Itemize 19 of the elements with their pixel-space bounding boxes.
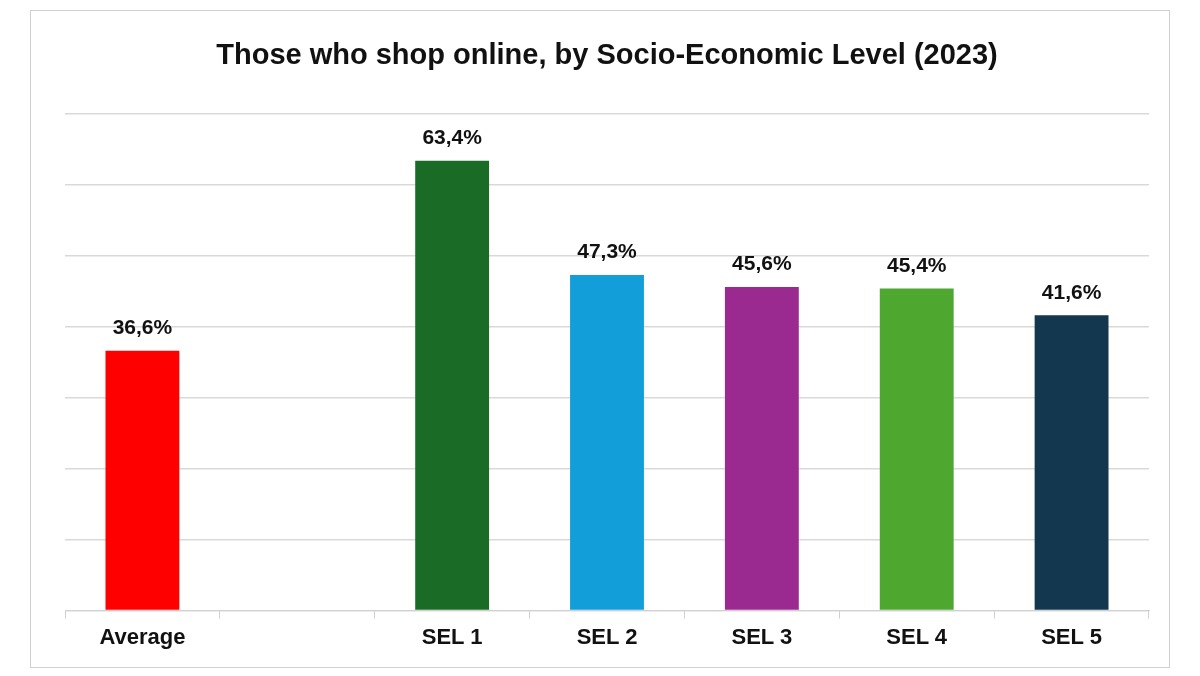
data-label: 45,4%: [886, 252, 947, 276]
chart-title: Those who shop online, by Socio-Economic Level (2023): [216, 38, 998, 71]
bar: [724, 286, 799, 610]
data-label: 41,6%: [1041, 279, 1102, 303]
data-label: 45,6%: [732, 251, 792, 275]
bar: [1034, 315, 1109, 610]
bar: [105, 350, 180, 610]
x-tick-label: Average: [99, 623, 186, 649]
data-label: 36,6%: [112, 315, 173, 339]
x-tick-label: SEL 2: [576, 623, 638, 649]
x-tick-label: SEL 1: [421, 623, 483, 649]
data-label: 47,3%: [577, 239, 638, 263]
x-tick-label: SEL 3: [731, 623, 793, 649]
x-tick-label: SEL 4: [886, 623, 948, 649]
bar: [570, 274, 644, 610]
bar: [415, 160, 490, 610]
data-label: 63,4%: [422, 124, 483, 148]
x-tick-label: SEL 5: [1041, 623, 1102, 649]
bar: [879, 288, 954, 610]
